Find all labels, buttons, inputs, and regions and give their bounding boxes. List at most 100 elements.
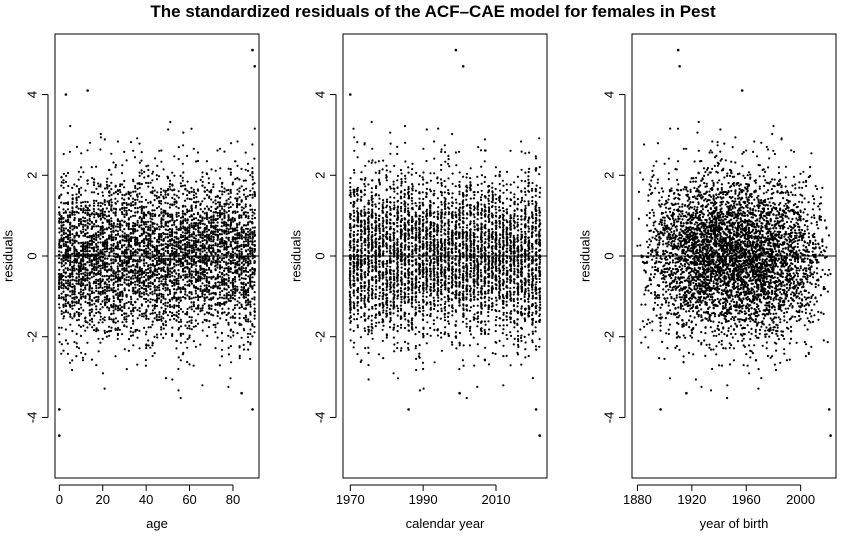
data-point	[123, 312, 126, 315]
data-point	[171, 284, 174, 288]
data-point	[166, 247, 169, 250]
data-point	[66, 294, 69, 297]
data-point	[159, 191, 163, 194]
data-point	[236, 244, 239, 248]
data-point	[92, 235, 96, 238]
data-point	[164, 310, 167, 313]
data-point	[229, 243, 232, 246]
data-point	[197, 256, 200, 260]
data-point	[130, 237, 133, 240]
data-point	[188, 297, 191, 300]
data-point	[145, 315, 148, 318]
data-point	[177, 356, 180, 359]
data-point	[194, 228, 197, 231]
data-point	[156, 164, 159, 167]
data-point	[233, 275, 237, 279]
data-point	[66, 282, 70, 285]
data-point	[225, 199, 228, 202]
data-point	[151, 298, 154, 301]
data-point	[131, 304, 134, 307]
data-point	[227, 274, 230, 277]
data-point	[149, 256, 152, 259]
data-point	[203, 212, 206, 215]
data-point	[179, 396, 182, 400]
data-point	[88, 236, 91, 239]
data-point	[71, 224, 74, 228]
data-point	[188, 227, 191, 230]
data-point	[186, 211, 189, 214]
data-point	[253, 212, 256, 215]
data-point	[173, 198, 176, 201]
data-point	[175, 291, 178, 294]
data-point	[62, 223, 65, 226]
data-point	[188, 336, 191, 339]
data-point	[240, 288, 243, 292]
data-point	[232, 297, 235, 300]
data-point	[186, 273, 189, 276]
data-point	[205, 239, 208, 242]
data-point	[199, 244, 202, 247]
data-point	[79, 325, 82, 328]
data-point	[108, 286, 111, 289]
data-point	[186, 154, 189, 157]
data-point	[133, 274, 137, 277]
data-point	[214, 199, 217, 202]
data-point	[69, 257, 72, 260]
data-point	[57, 206, 61, 209]
data-point	[229, 300, 232, 303]
data-point	[192, 196, 196, 199]
data-point	[77, 273, 80, 276]
data-point	[221, 182, 224, 185]
data-point	[108, 194, 111, 197]
data-point	[86, 236, 89, 239]
data-point	[188, 262, 191, 265]
data-point	[156, 319, 159, 322]
data-point	[141, 312, 144, 315]
data-point	[149, 326, 152, 329]
data-point	[170, 230, 174, 234]
data-point	[58, 294, 61, 297]
data-point	[105, 335, 108, 338]
data-point	[60, 246, 63, 249]
data-point	[97, 295, 100, 299]
data-point	[186, 236, 189, 239]
data-point	[136, 251, 139, 254]
data-point	[249, 343, 252, 346]
data-point	[181, 221, 184, 224]
data-point	[149, 252, 152, 255]
data-point	[84, 232, 87, 235]
data-point	[157, 267, 161, 270]
data-point	[196, 287, 199, 290]
data-point	[168, 273, 172, 276]
data-point	[179, 318, 182, 321]
data-point	[208, 247, 211, 250]
data-point	[82, 207, 85, 210]
data-point	[169, 120, 172, 124]
data-point	[97, 204, 100, 207]
data-point	[97, 185, 100, 188]
data-point	[251, 273, 254, 276]
data-point	[71, 198, 74, 201]
data-point	[245, 316, 248, 319]
data-point	[182, 274, 185, 277]
data-point	[186, 180, 189, 183]
data-point	[168, 244, 171, 247]
data-point	[177, 269, 180, 272]
data-point	[225, 262, 228, 265]
data-point	[117, 306, 120, 309]
data-point	[104, 266, 107, 269]
data-point	[166, 287, 169, 290]
data-point	[114, 163, 117, 167]
data-point	[142, 315, 145, 318]
data-point	[160, 211, 163, 214]
data-point	[151, 170, 155, 173]
data-point	[220, 205, 223, 208]
data-point	[60, 275, 63, 278]
data-point	[181, 251, 184, 254]
data-point	[140, 207, 143, 210]
data-point	[183, 184, 187, 187]
data-point	[64, 219, 67, 222]
data-point	[78, 190, 81, 193]
data-point	[175, 219, 178, 222]
data-point	[144, 237, 147, 240]
